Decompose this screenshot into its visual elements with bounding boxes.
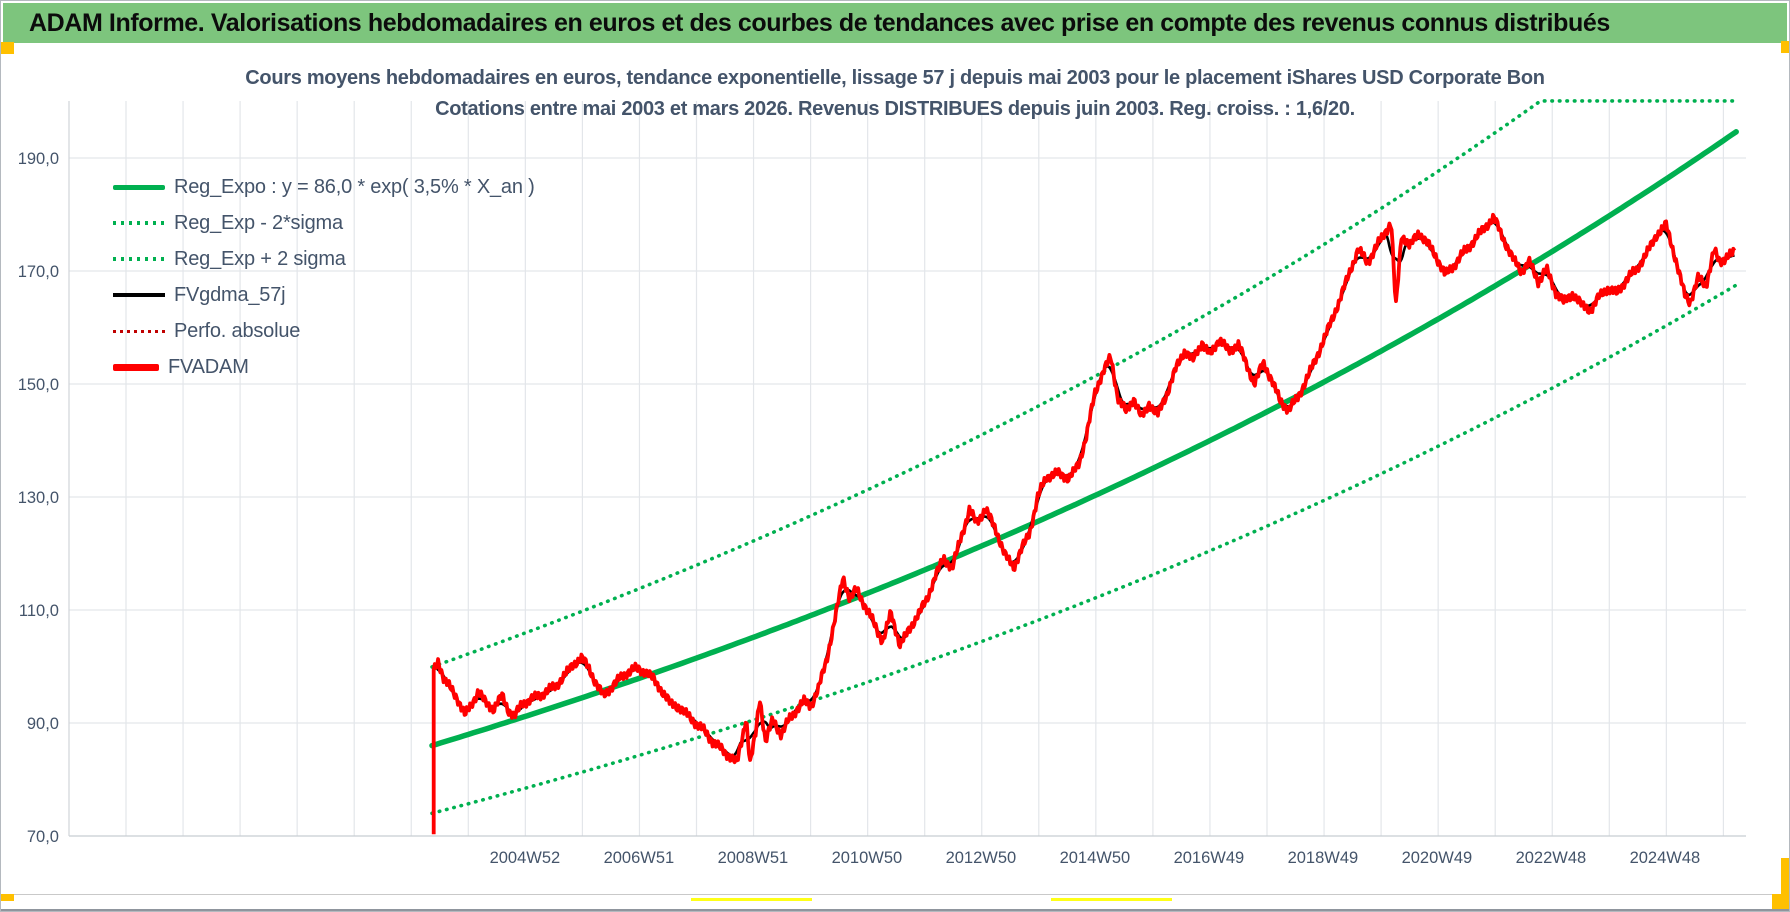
- legend-label: Reg_Exp + 2 sigma: [174, 247, 346, 270]
- legend-label: FVgdma_57j: [174, 283, 286, 306]
- cell-fill-mark-bottom-left: [1, 894, 14, 901]
- legend-swatch-sw-green-dotted: [113, 257, 165, 261]
- x-axis-tick-label: 2006W51: [604, 849, 675, 867]
- y-axis-tick-label: 110,0: [19, 602, 59, 620]
- legend-item-4[interactable]: FVgdma_57j: [113, 277, 535, 313]
- y-axis-tick-label: 170,0: [18, 263, 59, 281]
- x-axis-tick-label: 2016W49: [1174, 849, 1245, 867]
- y-axis-tick-label: 70,0: [27, 828, 59, 846]
- x-axis-tick-label: 2024W48: [1630, 849, 1701, 867]
- legend-item-2[interactable]: Reg_Exp - 2*sigma: [113, 205, 535, 241]
- chart-title-line2: Cotations entre mai 2003 et mars 2026. R…: [435, 98, 1355, 120]
- legend-swatch-sw-black-solid: [113, 293, 165, 297]
- highlight-underline-1: [691, 898, 812, 901]
- x-axis-tick-label: 2020W49: [1402, 849, 1473, 867]
- legend-item-6[interactable]: FVADAM: [113, 349, 535, 385]
- legend-item-5[interactable]: Perfo. absolue: [113, 313, 535, 349]
- legend-label: FVADAM: [168, 355, 249, 378]
- lower-sigma-band-line: [430, 283, 1738, 816]
- fvadam-line: [431, 212, 1737, 835]
- sheet-row-divider: [1, 894, 1789, 895]
- x-axis-tick-label: 2008W51: [718, 849, 789, 867]
- cell-fill-mark-right-edge: [1781, 858, 1789, 911]
- legend-label: Reg_Exp - 2*sigma: [174, 211, 343, 234]
- chart-legend: Reg_Expo : y = 86,0 * exp( 3,5% * X_an )…: [113, 169, 535, 385]
- chart-title: Cours moyens hebdomadaires en euros, ten…: [131, 63, 1659, 125]
- header-title-text: ADAM Informe. Valorisations hebdomadaire…: [29, 8, 1610, 37]
- legend-item-1[interactable]: Reg_Expo : y = 86,0 * exp( 3,5% * X_an ): [113, 169, 535, 205]
- y-axis-tick-label: 130,0: [18, 489, 59, 507]
- legend-swatch-sw-green-solid: [113, 184, 165, 190]
- upper-sigma-band-line: [430, 99, 1738, 669]
- legend-label: Perfo. absolue: [174, 319, 301, 342]
- y-axis-tick-label: 190,0: [18, 150, 59, 168]
- cell-fill-mark-right: [1781, 41, 1789, 53]
- chart-title-line1: Cours moyens hebdomadaires en euros, ten…: [245, 67, 1545, 89]
- legend-item-3[interactable]: Reg_Exp + 2 sigma: [113, 241, 535, 277]
- x-axis-tick-label: 2018W49: [1288, 849, 1359, 867]
- x-axis-tick-label: 2004W52: [490, 849, 561, 867]
- highlight-underline-2: [1051, 898, 1172, 901]
- cell-fill-mark-bottom-right: [1772, 894, 1789, 911]
- bottom-window-edge: [1, 909, 1789, 911]
- legend-swatch-sw-green-dotted: [113, 221, 165, 225]
- x-axis-tick-label: 2012W50: [946, 849, 1017, 867]
- y-axis-tick-label: 150,0: [18, 376, 59, 394]
- x-axis-tick-label: 2022W48: [1516, 849, 1587, 867]
- legend-swatch-sw-red-solid: [113, 363, 159, 371]
- x-axis-tick-label: 2010W50: [832, 849, 903, 867]
- header-title-cell[interactable]: ADAM Informe. Valorisations hebdomadaire…: [3, 3, 1787, 43]
- x-axis-tick-label: 2014W50: [1060, 849, 1131, 867]
- legend-label: Reg_Expo : y = 86,0 * exp( 3,5% * X_an ): [174, 175, 535, 198]
- cell-fill-mark-left: [1, 42, 14, 54]
- y-axis-tick-label: 90,0: [27, 715, 59, 733]
- legend-swatch-sw-red-dotted: [113, 329, 165, 333]
